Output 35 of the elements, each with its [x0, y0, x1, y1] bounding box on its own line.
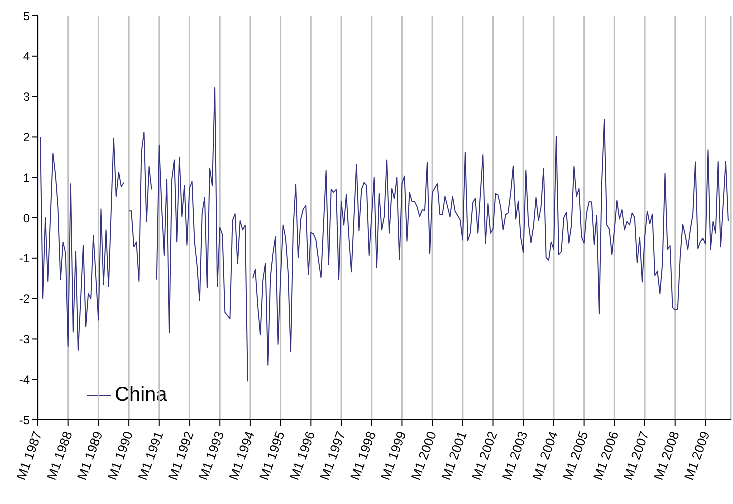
y-tick-label: 5: [23, 9, 30, 24]
x-tick-label: M1 1989: [74, 429, 106, 482]
x-tick-label: M1 1999: [378, 429, 410, 482]
x-tick-label: M1 1994: [226, 429, 258, 482]
y-tick-label: -1: [19, 252, 30, 266]
legend-label: China: [115, 384, 168, 407]
x-tick-label: M1 1987: [14, 429, 46, 482]
x-tick-label: M1 2008: [651, 429, 682, 482]
x-tick-label: M1 2009: [681, 429, 713, 482]
x-tick-label: M1 1997: [317, 429, 349, 482]
x-tick-label: M1 2002: [468, 429, 500, 482]
x-tick-label: M1 2007: [620, 429, 652, 482]
x-tick-label: M1 2000: [408, 429, 440, 482]
y-tick-label: 2: [23, 130, 30, 144]
x-tick-label: M1 1995: [256, 429, 288, 482]
y-tick-label: 4: [23, 50, 30, 64]
x-tick-label: M1 2004: [530, 429, 562, 482]
y-tick-label: -2: [19, 292, 30, 306]
x-tick-label: M1 1988: [44, 429, 76, 482]
x-tick-label: M1 2001: [438, 429, 470, 482]
y-tick-label: -3: [19, 332, 30, 346]
x-tick-label: M1 2003: [499, 429, 531, 482]
x-tick-label: M1 1998: [348, 429, 379, 482]
x-tick-label: M1 1991: [135, 429, 166, 482]
x-tick-label: M1 1996: [286, 429, 318, 482]
y-tick-label: -4: [19, 372, 30, 387]
x-tick-label: M1 2005: [560, 429, 592, 482]
y-tick-label: -5: [19, 413, 30, 428]
y-tick-label: 0: [23, 211, 30, 226]
x-tick-label: M1 1993: [196, 429, 228, 482]
x-tick-label: M1 2006: [590, 429, 622, 482]
x-tick-label: M1 1992: [165, 429, 197, 482]
x-tick-label: M1 1990: [104, 429, 136, 482]
y-tick-label: 3: [23, 90, 30, 104]
y-tick-label: 1: [23, 170, 30, 185]
